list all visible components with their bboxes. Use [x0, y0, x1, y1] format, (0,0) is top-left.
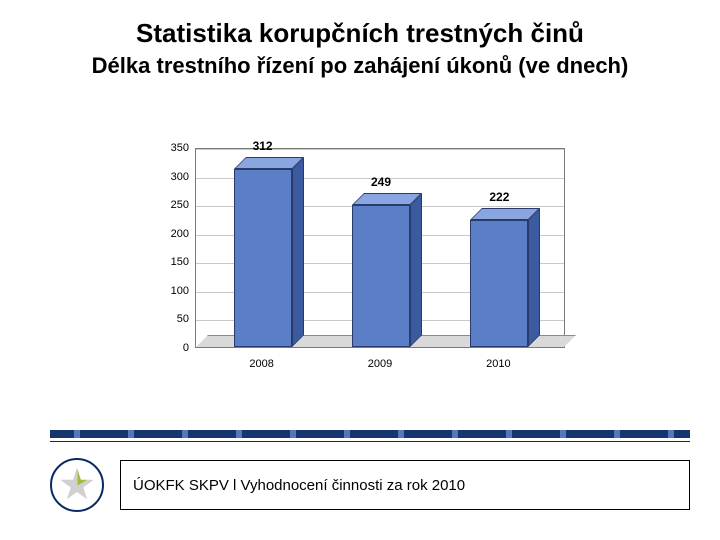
bar: 222: [470, 220, 528, 347]
title-block: Statistika korupčních trestných činů Dél…: [0, 0, 720, 79]
x-tick-label: 2008: [249, 358, 273, 370]
page-subtitle: Délka trestního řízení po zahájení úkonů…: [0, 53, 720, 79]
bar-value-label: 249: [371, 175, 391, 189]
footer-text: ÚOKFK SKPV l Vyhodnocení činnosti za rok…: [133, 477, 465, 494]
y-tick-label: 350: [171, 142, 189, 154]
bar-chart: 0 50 100 150 200 250 300 350 312 249 222 2008 2009…: [155, 130, 585, 390]
y-tick-label: 100: [171, 285, 189, 297]
x-tick-label: 2009: [368, 358, 392, 370]
bar: 312: [234, 169, 292, 347]
divider-line: [50, 441, 690, 442]
star-icon: [60, 468, 95, 503]
bar-value-label: 312: [253, 139, 273, 153]
y-tick-label: 200: [171, 228, 189, 240]
police-badge-icon: [50, 458, 104, 512]
page-title: Statistika korupčních trestných činů: [0, 18, 720, 49]
x-axis: 2008 2009 2010: [195, 352, 565, 372]
bar-side: [528, 208, 540, 347]
bar-value-label: 222: [489, 190, 509, 204]
bar-side: [292, 157, 304, 347]
y-tick-label: 50: [177, 313, 189, 325]
bar-side: [410, 193, 422, 347]
y-tick-label: 300: [171, 171, 189, 183]
gridline: [196, 149, 564, 150]
y-tick-label: 150: [171, 256, 189, 268]
x-tick-label: 2010: [486, 358, 510, 370]
bar-front: [352, 205, 410, 347]
y-axis: 050100150200250300350: [155, 148, 193, 348]
bar-front: [234, 169, 292, 347]
divider-band: [50, 430, 690, 438]
y-tick-label: 250: [171, 199, 189, 211]
bar: 249: [352, 205, 410, 347]
footer-box: ÚOKFK SKPV l Vyhodnocení činnosti za rok…: [120, 460, 690, 510]
bar-front: [470, 220, 528, 347]
plot-area: 312 249 222: [195, 148, 565, 348]
y-tick-label: 0: [183, 342, 189, 354]
bar-top: [352, 193, 422, 205]
bar-top: [234, 157, 304, 169]
